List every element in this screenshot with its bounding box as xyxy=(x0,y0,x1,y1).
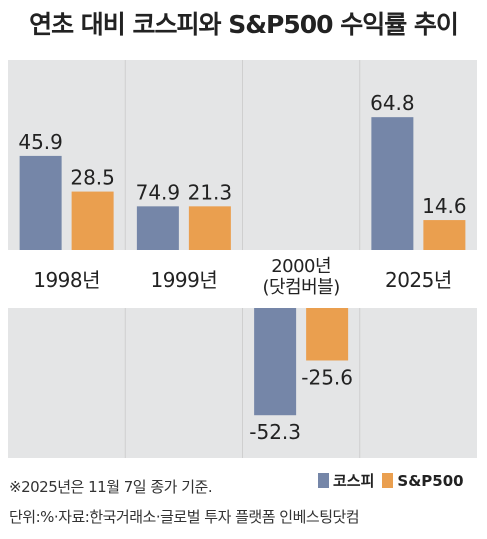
category-label: 1999년 xyxy=(150,268,217,292)
chart-title: 연초 대비 코스피와 S&P500 수익률 추이 xyxy=(29,10,459,39)
column-dividers xyxy=(124,60,361,458)
value-label: 28.5 xyxy=(70,166,115,190)
legend-label-kospi: 코스피 xyxy=(333,472,375,490)
bar-kospi xyxy=(19,155,62,250)
bar-sp500 xyxy=(423,220,466,250)
legend-swatch-kospi xyxy=(318,473,329,488)
footnote: ※2025년은 11월 7일 종가 기준. xyxy=(9,478,213,496)
value-label: 45.9 xyxy=(18,130,63,154)
bar-kospi xyxy=(371,117,414,250)
category-label: 2025년 xyxy=(385,268,452,292)
legend-label-sp500: S&P500 xyxy=(397,471,464,490)
category-label: (닷컴버블) xyxy=(262,277,339,298)
value-label: 21.3 xyxy=(188,180,233,204)
value-label: 64.8 xyxy=(370,91,415,115)
bar-kospi xyxy=(136,206,179,250)
bar-sp500 xyxy=(306,308,349,361)
legend-item-sp500: S&P500 xyxy=(382,471,464,490)
value-label: -25.6 xyxy=(301,365,353,389)
value-label: -52.3 xyxy=(249,420,301,444)
category-label: 1998년 xyxy=(33,268,100,292)
value-label: 74.9 xyxy=(136,180,181,204)
bar-sp500 xyxy=(71,191,114,250)
value-label: 14.6 xyxy=(422,194,467,218)
category-label: 2000년 xyxy=(271,256,331,277)
bar-sp500 xyxy=(188,206,231,250)
legend: 코스피 S&P500 xyxy=(318,470,464,491)
bars-group xyxy=(19,117,466,416)
value-labels-group: 45.9 28.5 74.9 21.3 -52.3 -25.6 64.8 14.6 xyxy=(18,91,466,444)
bar-kospi xyxy=(254,308,297,416)
source-line: 단위:%·자료:한국거래소·글로벌 투자 플랫폼 인베스팅닷컴 xyxy=(9,508,360,526)
category-labels-group: 1998년 1999년 2000년(닷컴버블) 2025년 xyxy=(33,256,452,298)
legend-item-kospi: 코스피 xyxy=(318,470,374,491)
legend-swatch-sp500 xyxy=(382,473,394,488)
